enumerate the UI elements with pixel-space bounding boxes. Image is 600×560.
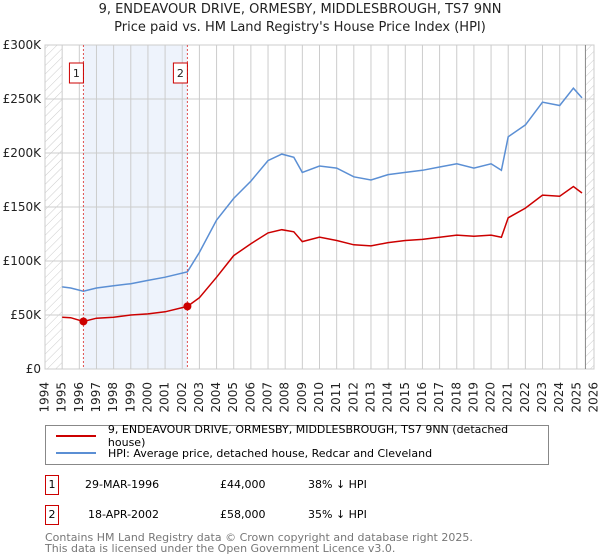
x-tick-label: 2022 — [518, 382, 532, 413]
sale-date: 29-MAR-1996 — [85, 478, 160, 491]
x-tick-label: 1997 — [89, 382, 103, 413]
footer-line: Contains HM Land Registry data © Crown c… — [45, 531, 473, 544]
x-tick-label: 2014 — [381, 382, 395, 413]
x-tick-label: 2026 — [587, 382, 600, 413]
x-tick-label: 2023 — [535, 382, 549, 413]
footer-line: This data is licensed under the Open Gov… — [45, 542, 396, 555]
price-chart: 1994 1995 1996 1997 1998 1999 2000 2001 2002 2003… — [3, 38, 600, 413]
sale-price: £58,000 — [220, 508, 266, 521]
footer: Contains HM Land Registry data © Crown c… — [45, 532, 473, 554]
x-tick-label: 2009 — [295, 382, 309, 413]
transaction-point — [79, 317, 88, 326]
x-tick-label: 2013 — [363, 382, 377, 413]
x-tick-label: 2010 — [312, 382, 326, 413]
y-tick-label: £200K — [3, 146, 43, 160]
legend-blue-label: HPI: Average price, detached house, Redc… — [108, 446, 433, 460]
chart-title: 9, ENDEAVOUR DRIVE, ORMESBY, MIDDLESBROU… — [98, 2, 502, 17]
x-tick-label: 2019 — [466, 382, 480, 413]
legend-red-label: 9, ENDEAVOUR DRIVE, ORMESBY, MIDDLESBROU… — [107, 423, 509, 449]
x-tick-label: 2021 — [501, 382, 515, 413]
x-tick-label: 2020 — [484, 382, 498, 413]
sale-price: £44,000 — [220, 478, 266, 491]
x-tick-label: 2004 — [209, 382, 223, 413]
x-tick-label: 1999 — [123, 382, 137, 413]
x-tick-label: 2006 — [243, 382, 257, 413]
x-tick-label: 2025 — [569, 382, 583, 413]
marker-badge: 2 — [45, 505, 59, 525]
x-tick-label: 1996 — [72, 382, 86, 413]
legend-blue-swatch — [56, 452, 96, 454]
y-tick-label: £250K — [3, 92, 43, 106]
transaction-marker-box — [68, 62, 84, 84]
y-tick-label: £0 — [26, 362, 41, 376]
x-tick-label: 2002 — [175, 382, 189, 413]
x-tick-label: 2017 — [432, 382, 446, 413]
x-tick-label: 2003 — [192, 382, 206, 413]
x-tick-label: 2005 — [226, 382, 240, 413]
x-tick-label: 2008 — [278, 382, 292, 413]
sale-date: 18-APR-2002 — [88, 508, 160, 521]
hpi-diff: 35% ↓ HPI — [308, 508, 367, 521]
x-tick-label: 1995 — [55, 382, 69, 413]
transaction-marker-label: 2 — [177, 67, 184, 80]
x-tick-label: 2012 — [346, 382, 360, 413]
chart-subtitle: Price paid vs. HM Land Registry's House … — [114, 20, 486, 35]
y-tick-label: £50K — [10, 308, 42, 322]
transaction-marker-box — [172, 62, 188, 84]
x-tick-label: 2001 — [158, 382, 172, 413]
x-tick-label: 2007 — [261, 382, 275, 413]
transaction-point — [183, 302, 192, 311]
table-row: 1 29-MAR-1996 £44,000 38% ↓ HPI — [45, 475, 445, 495]
x-tick-label: 1998 — [106, 382, 120, 413]
legend-red-swatch — [56, 435, 96, 437]
y-tick-label: £100K — [3, 254, 43, 268]
x-tick-label: 2016 — [415, 382, 429, 413]
table-row: 2 18-APR-2002 £58,000 35% ↓ HPI — [45, 505, 445, 525]
x-tick-label: 2018 — [449, 382, 463, 413]
x-tick-label: 2015 — [398, 382, 412, 413]
x-tick-label: 2011 — [329, 382, 343, 413]
y-tick-label: £300K — [3, 38, 43, 52]
hpi-line — [62, 87, 583, 292]
price-paid-line — [62, 185, 583, 323]
y-tick-label: £150K — [3, 200, 43, 214]
x-tick-label: 2024 — [552, 382, 566, 413]
x-tick-label: 2000 — [140, 382, 154, 413]
transaction-marker-label: 1 — [73, 67, 80, 80]
legend: 9, ENDEAVOUR DRIVE, ORMESBY, MIDDLESBROU… — [45, 423, 549, 465]
hpi-diff: 38% ↓ HPI — [308, 478, 367, 491]
x-tick-label: 1994 — [38, 382, 52, 413]
marker-badge: 1 — [45, 475, 59, 495]
